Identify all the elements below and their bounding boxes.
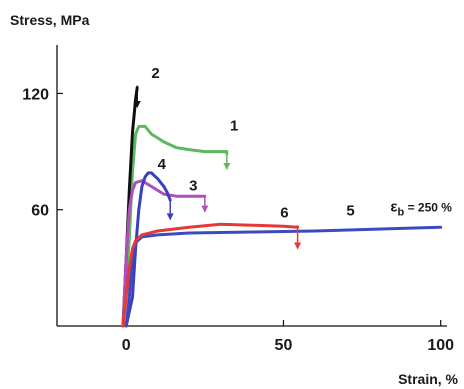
series-4-line: [124, 171, 172, 328]
x-axis-title: Strain, %: [398, 371, 458, 387]
series-2-label: 2: [151, 65, 159, 82]
series-6-label: 6: [280, 204, 288, 221]
annotation-value: = 250 %: [404, 201, 452, 215]
series-3-label: 3: [189, 177, 197, 194]
y-tick-label: 60: [31, 203, 49, 220]
series-3-break-arrow: [201, 205, 209, 213]
series-6-break-arrow: [294, 242, 302, 250]
series-1-break-arrow: [223, 163, 231, 171]
series-5-line: [124, 225, 443, 328]
y-axis-title: Stress, MPa: [10, 12, 90, 28]
x-tick-label: 100: [427, 337, 454, 354]
series-4-label: 4: [158, 156, 167, 173]
elongation-annotation: εb = 250 %: [390, 199, 452, 219]
y-tick-label: 120: [22, 86, 49, 103]
series-1-label: 1: [230, 117, 238, 134]
series-5-label: 5: [346, 203, 354, 220]
series-3-line: [121, 179, 207, 328]
annotation-epsilon: ε: [390, 199, 397, 216]
series-2-break-arrow: [133, 101, 141, 109]
x-tick-label: 50: [275, 337, 293, 354]
series-1-line: [121, 124, 229, 328]
series-4-break-arrow: [166, 213, 174, 221]
x-tick-label: 0: [122, 337, 131, 354]
series-6-line: [121, 222, 300, 328]
annotation-subscript: b: [398, 207, 405, 219]
